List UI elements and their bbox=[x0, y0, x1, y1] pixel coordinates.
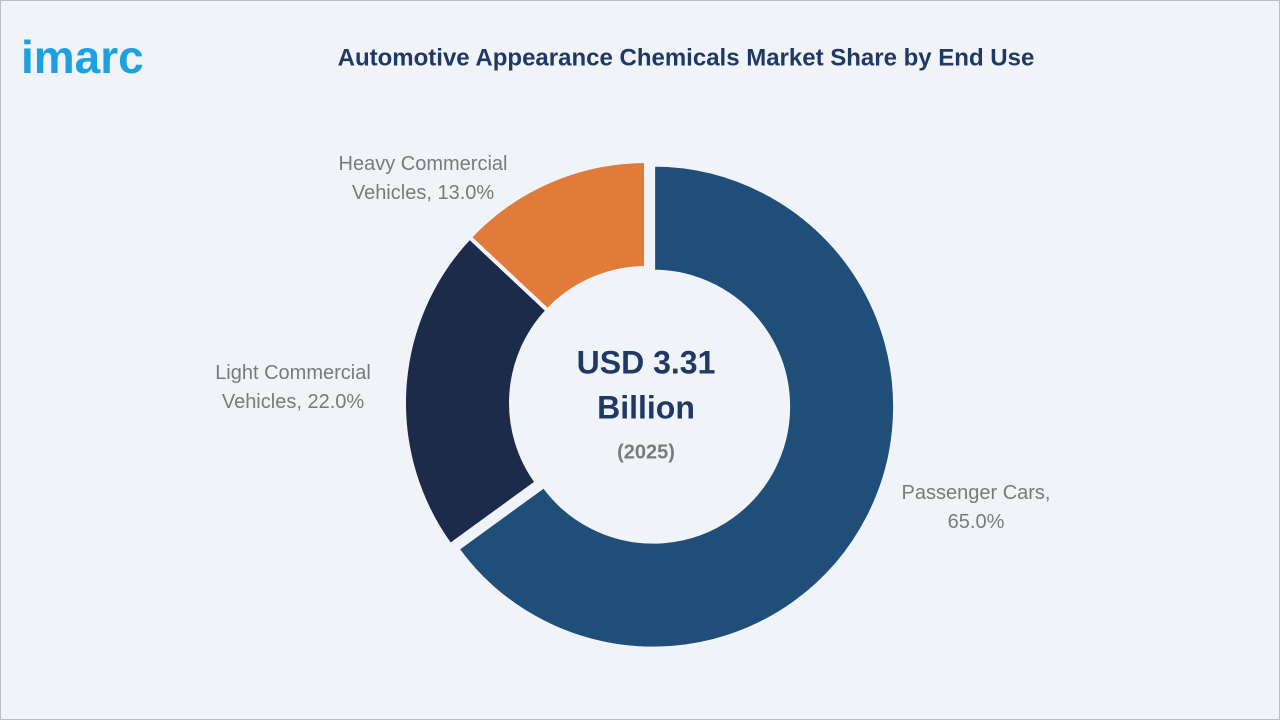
category-name: Heavy Commercial Vehicles bbox=[338, 153, 508, 204]
slice bbox=[466, 158, 648, 314]
slice-label: Heavy Commercial Vehicles, 13.0% bbox=[328, 150, 518, 208]
category-name: Passenger Cars bbox=[901, 482, 1045, 504]
slice bbox=[402, 234, 551, 549]
slice-label: Light Commercial Vehicles, 22.0% bbox=[198, 359, 388, 417]
chart-title: Automotive Appearance Chemicals Market S… bbox=[338, 44, 1035, 71]
value-label: 22.0% bbox=[307, 391, 365, 413]
separator: , bbox=[296, 391, 302, 413]
separator: , bbox=[426, 182, 432, 204]
value-label: 65.0% bbox=[947, 511, 1005, 533]
slice-label: Passenger Cars, 65.0% bbox=[881, 479, 1071, 537]
center-unit: Billion bbox=[597, 389, 695, 425]
value-label: 13.0% bbox=[437, 182, 495, 204]
category-name: Light Commercial Vehicles bbox=[215, 362, 371, 413]
slice bbox=[454, 162, 898, 651]
logo: imarc bbox=[21, 31, 144, 83]
center-year: (2025) bbox=[617, 441, 675, 463]
center-value: USD 3.31 bbox=[577, 344, 716, 380]
separator: , bbox=[1044, 482, 1051, 504]
